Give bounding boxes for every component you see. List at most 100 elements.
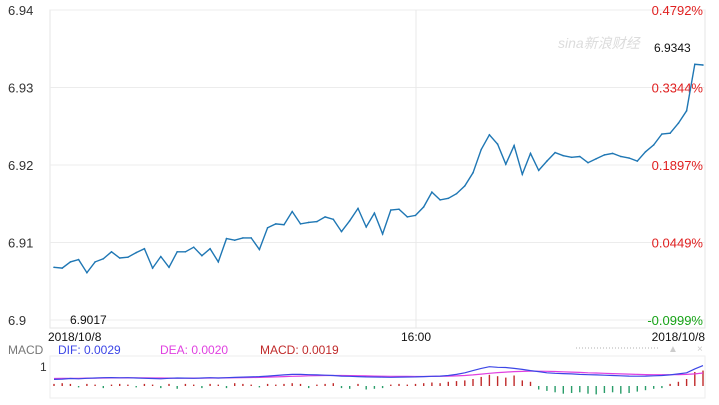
price-point: [390, 209, 392, 211]
macd-panel-frame: [49, 355, 706, 399]
price-point: [702, 64, 704, 66]
main-panel: sina新浪财经 6.94 6.93 6.92 6.91 6.9 0.4792% 0.33…: [8, 3, 706, 329]
price-point: [644, 151, 647, 153]
price-point: [135, 251, 137, 254]
price-point: [143, 247, 146, 250]
macd-bar: [283, 383, 285, 386]
price-point: [53, 266, 55, 269]
macd-bar: [546, 386, 548, 391]
price-point: [505, 163, 507, 165]
price-point: [422, 206, 425, 208]
macd-close-icon[interactable]: ×: [697, 344, 703, 355]
macd-bar: [579, 386, 581, 393]
x-tick-label: 16:00: [401, 330, 431, 344]
price-point: [628, 157, 630, 159]
price-point: [291, 210, 294, 213]
macd-bar: [472, 379, 474, 386]
macd-bar: [69, 383, 72, 386]
macd-bar: [562, 386, 564, 394]
price-point: [373, 212, 376, 214]
macd-bar: [365, 386, 367, 390]
price-point: [201, 254, 203, 257]
y-tick-label: 6.92: [8, 158, 33, 173]
macd-bar: [299, 383, 302, 386]
price-point: [472, 172, 474, 174]
macd-bar: [398, 383, 400, 386]
macd-legend-item: MACD: 0.0019: [260, 343, 339, 357]
macd-y-ticks: 1: [40, 360, 47, 374]
macd-bar: [636, 386, 638, 392]
macd-bar: [86, 383, 88, 386]
price-point: [488, 134, 491, 136]
macd-bar: [529, 381, 532, 386]
price-point: [250, 237, 252, 239]
price-point: [464, 185, 466, 187]
grid: [50, 9, 705, 321]
macd-bar: [258, 386, 261, 388]
macd-bar: [119, 383, 121, 386]
price-point: [661, 133, 663, 135]
right-tick-label: 0.0449%: [652, 236, 704, 251]
macd-bar: [595, 386, 597, 395]
price-point: [233, 239, 236, 241]
price-point: [340, 230, 343, 233]
price-point: [176, 251, 178, 253]
price-point: [398, 208, 400, 210]
price-point: [94, 261, 96, 263]
macd-bar: [570, 386, 573, 393]
price-point: [652, 144, 655, 146]
right-tick-label: -0.0999%: [647, 313, 703, 328]
macd-bar: [628, 386, 630, 393]
current-price-label: 6.9343: [654, 41, 691, 55]
price-point: [677, 122, 680, 124]
price-point: [151, 267, 154, 269]
macd-bar: [620, 386, 622, 394]
macd-bar: [480, 376, 482, 386]
macd-bar: [406, 384, 408, 386]
macd-bar: [110, 384, 113, 386]
macd-toggle-icon[interactable]: ▲: [668, 344, 678, 355]
price-point: [595, 158, 597, 160]
macd-bar: [209, 383, 211, 386]
macd-bar: [373, 386, 376, 389]
watermark: sina新浪财经: [558, 35, 642, 51]
price-point: [636, 160, 639, 162]
macd-bar: [587, 386, 589, 394]
macd-bar: [94, 384, 96, 386]
macd-bar: [447, 381, 449, 386]
price-point: [266, 227, 269, 229]
macd-bar: [381, 386, 384, 389]
macd-bar: [242, 383, 244, 386]
price-points: [53, 63, 704, 274]
macd-bar: [611, 386, 614, 393]
macd-bar: [266, 383, 269, 386]
macd-bar: [702, 370, 704, 386]
price-point: [110, 251, 113, 253]
macd-bar: [53, 383, 55, 386]
macd-bar: [349, 386, 351, 389]
price-point: [102, 258, 105, 260]
macd-panel: MACD DIF: 0.0029 DEA: 0.0020 MACD: 0.0019 ▲…: [8, 343, 706, 399]
price-point: [299, 223, 302, 225]
price-point: [546, 160, 548, 162]
macd-bar: [455, 381, 458, 386]
macd-bar: [127, 384, 129, 386]
price-point: [283, 223, 285, 226]
macd-bar: [464, 380, 466, 386]
right-tick-label: 0.3344%: [652, 81, 704, 96]
price-point: [570, 156, 573, 159]
dif-line: [53, 365, 704, 380]
macd-bar: [250, 384, 252, 386]
right-tick-label: 0.1897%: [652, 158, 704, 173]
price-point: [127, 256, 129, 259]
macd-bar: [77, 386, 80, 388]
y-tick-label: 6.91: [8, 236, 33, 251]
macd-bar: [423, 383, 425, 386]
price-point: [447, 197, 450, 200]
macd-bar: [332, 383, 334, 386]
price-point: [587, 161, 589, 164]
macd-bar: [160, 386, 162, 389]
price-point: [669, 132, 671, 134]
macd-bar: [143, 383, 146, 386]
macd-legend-item: MACD: [8, 343, 44, 357]
